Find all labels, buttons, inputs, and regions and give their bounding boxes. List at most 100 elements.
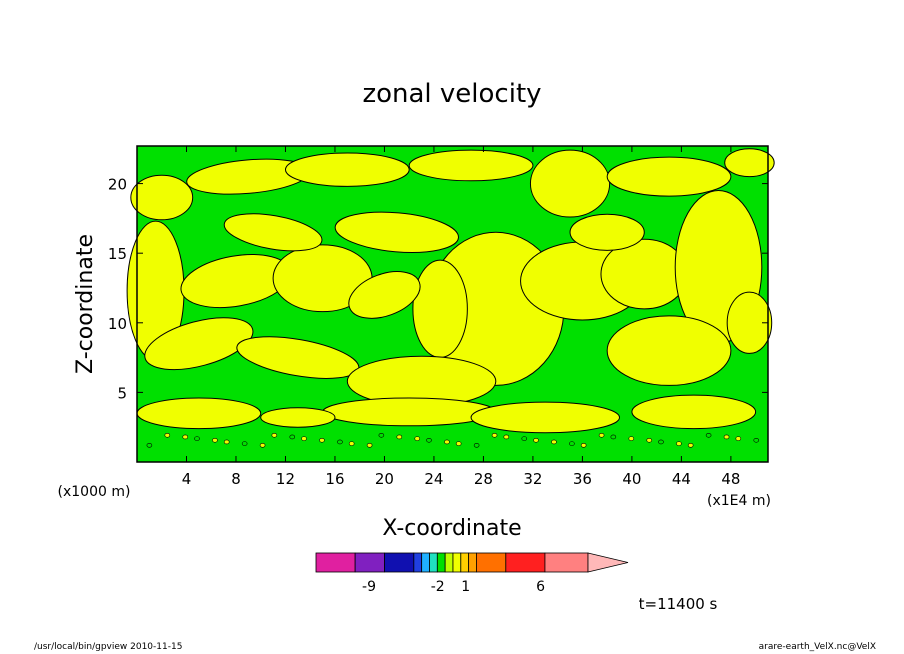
high-velocity-region (284, 152, 410, 187)
speckle (676, 441, 682, 446)
x-tick-label: 12 (276, 470, 295, 488)
high-velocity-region (348, 271, 421, 319)
speckle (455, 441, 462, 446)
x-axis: 4 8 12 16 20 24 28 32 36 40 44 48 (182, 146, 740, 488)
speckle (337, 439, 343, 445)
colorbar-swatch (544, 552, 589, 573)
high-velocity-region (412, 259, 468, 359)
speckle (533, 437, 539, 443)
colorbar-swatch (354, 552, 385, 573)
colorbar-swatch (413, 552, 423, 573)
colorbar-arrow (587, 552, 629, 573)
colorbar-swatch (476, 552, 507, 573)
speckle (444, 439, 450, 445)
x-tick-label: 40 (622, 470, 641, 488)
speckle (396, 434, 403, 440)
high-velocity-region (408, 149, 534, 182)
high-velocity-region (136, 397, 262, 430)
speckle (146, 442, 153, 448)
colorbar-swatch (460, 552, 470, 573)
colorbar-label: 6 (536, 579, 545, 595)
speckle (687, 442, 694, 448)
x-unit-right: (x1E4 m) (707, 493, 771, 509)
x-tick-label: 48 (721, 470, 740, 488)
high-velocity-region (606, 156, 732, 197)
high-velocity-region (260, 407, 336, 428)
speckle (259, 442, 266, 448)
x-tick-label: 28 (474, 470, 493, 488)
speckle (628, 436, 635, 441)
y-axis-label: Z-coordinate (73, 234, 98, 374)
speckle (366, 442, 373, 448)
colorbar-label: 1 (461, 579, 470, 595)
speckle (705, 432, 712, 438)
speckle (301, 436, 307, 441)
x-tick-label: 24 (424, 470, 443, 488)
high-velocity-region (569, 213, 645, 251)
time-label: t=11400 s (639, 595, 718, 613)
speckle (569, 441, 575, 446)
x-tick-label: 20 (375, 470, 394, 488)
speckle (473, 442, 480, 448)
colorbar-swatch (505, 552, 546, 573)
speckle (735, 436, 742, 441)
high-velocity-region (130, 174, 194, 221)
speckle (414, 436, 421, 441)
x-tick-label: 32 (523, 470, 542, 488)
y-tick-label: 15 (108, 245, 127, 263)
speckle (426, 437, 432, 443)
colorbar-swatch (444, 552, 454, 573)
high-velocity-region (144, 317, 254, 371)
x-tick-label: 44 (672, 470, 691, 488)
y-tick-label: 10 (108, 315, 127, 333)
y-tick-label: 20 (108, 176, 127, 194)
colorbar-label: -2 (431, 579, 445, 595)
speckle (551, 439, 557, 445)
y-tick-label: 5 (117, 384, 127, 402)
colorbar-swatch (436, 552, 446, 573)
colorbar (315, 552, 629, 573)
speckle (723, 434, 730, 440)
colorbar-swatch (452, 552, 462, 573)
colorbar-swatch (384, 552, 415, 573)
footer-command: /usr/local/bin/gpview 2010-11-15 (34, 642, 183, 652)
y-axis: 5 10 15 20 (108, 176, 768, 402)
speckle (164, 432, 171, 438)
high-velocity-region (606, 315, 732, 386)
speckle (182, 434, 189, 440)
x-tick-label: 36 (573, 470, 592, 488)
high-velocity-region (724, 148, 775, 178)
plot-frame (136, 145, 769, 463)
speckle (646, 437, 653, 443)
speckle (348, 441, 355, 446)
high-velocity-region (223, 213, 323, 252)
speckle (378, 432, 385, 438)
colorbar-swatch (421, 552, 430, 573)
x-axis-label: X-coordinate (382, 516, 521, 541)
high-velocity-region (470, 401, 621, 434)
high-velocity-region (529, 149, 611, 218)
speckle (503, 434, 510, 440)
colorbar-swatch (429, 552, 438, 573)
x-tick-label: 8 (231, 470, 241, 488)
speckle (580, 442, 587, 448)
speckle (521, 436, 528, 441)
speckle (753, 437, 760, 443)
plot-area (126, 145, 775, 463)
speckle (223, 439, 230, 445)
speckle (610, 434, 617, 440)
speckle (289, 434, 296, 440)
high-velocity-region (322, 397, 497, 427)
high-velocity-region (631, 394, 757, 430)
velocity-field (126, 148, 775, 448)
speckle (241, 441, 248, 446)
high-velocity-region (726, 291, 773, 354)
chart-title: zonal velocity (362, 79, 541, 109)
x-unit-left: (x1000 m) (58, 484, 131, 500)
colorbar-swatch (468, 552, 477, 573)
speckle (212, 437, 218, 443)
speckle (598, 432, 605, 438)
colorbar-label: -9 (362, 579, 376, 595)
x-tick-label: 4 (182, 470, 192, 488)
